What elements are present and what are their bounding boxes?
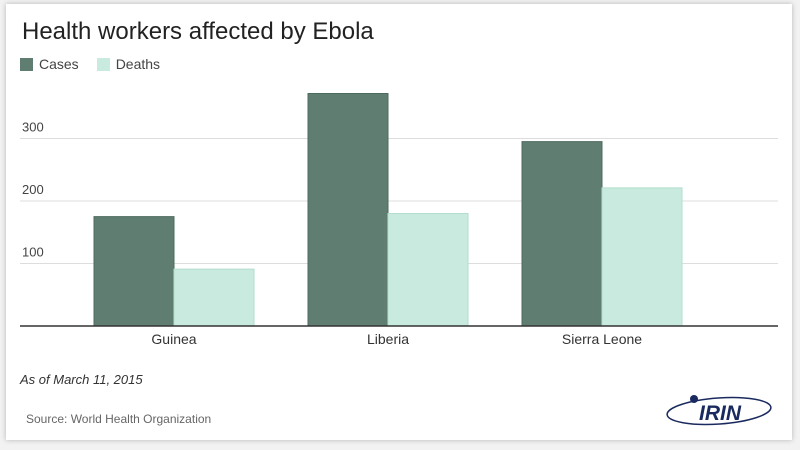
bar-deaths-sierra-leone (601, 187, 683, 327)
bar-cases-guinea (93, 216, 175, 327)
y-tick-label: 200 (22, 182, 44, 197)
x-tick-label: Liberia (367, 331, 409, 347)
y-tick-label: 300 (22, 120, 44, 135)
legend-label-deaths: Deaths (115, 56, 161, 72)
legend-label-cases: Cases (39, 56, 79, 72)
bar-deaths-guinea (173, 268, 255, 327)
logo-text: IRIN (699, 402, 742, 425)
x-tick-label: Guinea (151, 331, 196, 347)
bar-chart: 100 200 300 Guinea Liberia Sierra Leone (20, 93, 778, 347)
source-note: Source: World Health Organization (26, 412, 212, 426)
chart-card: Health workers affected by Ebola Cases D… (6, 4, 792, 440)
y-tick-label: 100 (22, 245, 44, 260)
logo-dot (690, 395, 698, 403)
bar-deaths-liberia (387, 213, 469, 327)
legend: Cases Deaths (20, 56, 160, 72)
legend-item-cases: Cases (20, 56, 79, 72)
legend-item-deaths: Deaths (96, 56, 161, 72)
chart-title: Health workers affected by Ebola (22, 18, 374, 45)
legend-swatch-cases (20, 57, 33, 71)
bar-cases-sierra-leone (521, 141, 603, 327)
x-tick-label: Sierra Leone (562, 331, 642, 347)
bar-cases-liberia (307, 93, 389, 327)
logo-ring (666, 396, 772, 426)
irin-logo: IRIN (666, 395, 772, 426)
date-note: As of March 11, 2015 (20, 372, 143, 387)
legend-swatch-deaths (96, 57, 110, 71)
